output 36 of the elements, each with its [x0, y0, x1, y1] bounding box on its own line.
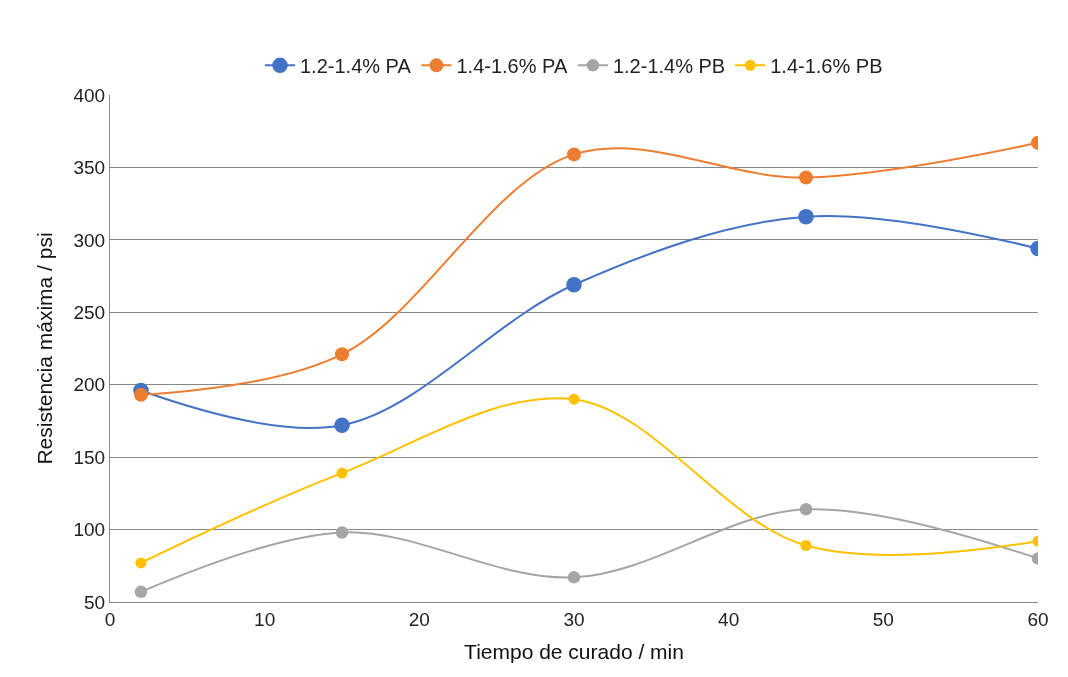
legend-label: 1.2-1.4% PB — [612, 55, 726, 78]
y-tick-label: 50 — [84, 591, 106, 613]
point — [335, 526, 349, 539]
point — [335, 347, 349, 362]
x-tick-label: 20 — [408, 608, 430, 630]
point — [134, 585, 148, 599]
point — [568, 393, 580, 405]
point — [336, 467, 348, 479]
y-tick-label: 100 — [73, 519, 106, 541]
x-tick-label: 10 — [254, 608, 276, 630]
legend-label: 1.2-1.4% PA — [300, 55, 412, 78]
y-tick-label: 300 — [73, 229, 106, 251]
y-tick-label: 350 — [73, 157, 106, 179]
point — [135, 557, 147, 569]
point — [566, 277, 582, 293]
x-tick-label: 0 — [104, 608, 116, 630]
x-axis-title: Tiempo de curado / min — [464, 640, 684, 663]
legend-label: 1.4-1.6% PA — [456, 55, 568, 78]
point — [567, 571, 581, 584]
x-tick-label: 50 — [872, 608, 894, 630]
y-tick-label: 150 — [73, 446, 106, 468]
x-tick-label: 60 — [1027, 608, 1049, 630]
y-tick-label: 250 — [73, 301, 106, 323]
x-tick-label: 30 — [563, 608, 585, 630]
point — [800, 540, 812, 552]
point — [334, 417, 350, 434]
y-tick-label: 200 — [73, 374, 106, 396]
y-tick-label: 400 — [73, 84, 106, 106]
x-tick-label: 40 — [718, 608, 740, 630]
point — [567, 147, 581, 162]
y-axis-title: Resistencia máxima / psi — [32, 232, 56, 465]
point — [133, 387, 148, 402]
point — [799, 503, 813, 516]
point — [798, 208, 814, 225]
point — [799, 170, 813, 185]
legend-label: 1.4-1.6% PB — [770, 55, 883, 78]
